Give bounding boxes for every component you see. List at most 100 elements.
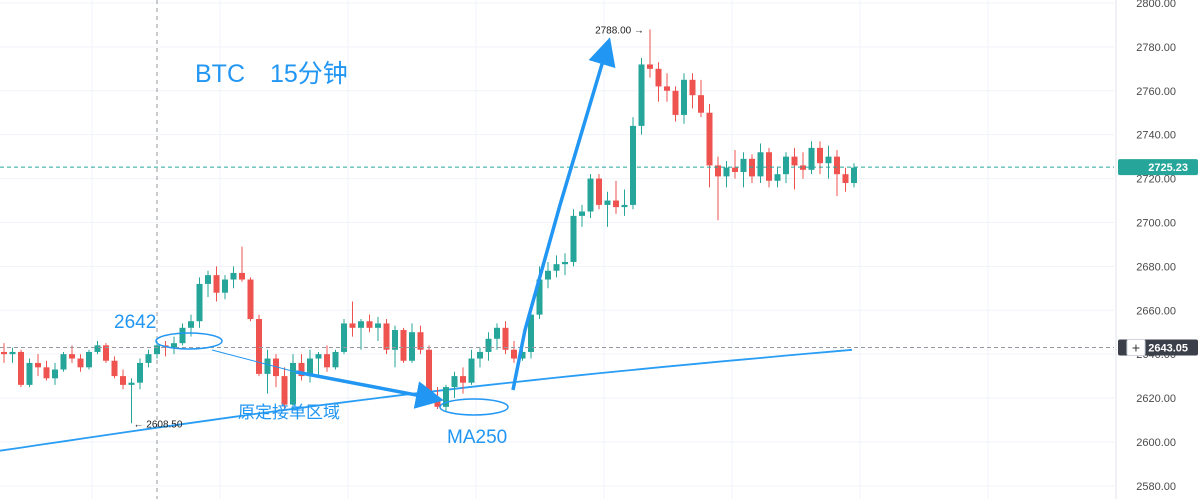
candle xyxy=(230,266,237,289)
candle-body xyxy=(596,178,602,205)
candle-body xyxy=(264,358,271,374)
candle xyxy=(808,141,815,175)
candle-body xyxy=(732,167,738,172)
candle xyxy=(443,384,449,412)
y-tick-label: 2600.00 xyxy=(1136,437,1176,449)
candle-body xyxy=(604,200,611,205)
candle xyxy=(749,154,755,183)
candle xyxy=(774,167,781,188)
y-tick-label: 2680.00 xyxy=(1136,261,1176,273)
candle-body xyxy=(111,360,118,377)
candle-body xyxy=(494,327,500,339)
candle xyxy=(52,362,58,385)
candle xyxy=(315,351,322,377)
candle-body xyxy=(60,354,67,370)
candle xyxy=(494,323,500,350)
candle-body xyxy=(808,147,815,170)
arrow-up-breakout xyxy=(511,37,616,391)
candle xyxy=(222,275,228,300)
candle-body xyxy=(655,68,662,87)
candle xyxy=(647,29,653,78)
thin-connector-line xyxy=(211,349,297,373)
candle xyxy=(468,349,475,385)
candle xyxy=(281,367,288,410)
candle xyxy=(213,266,220,302)
candle-body xyxy=(86,351,92,368)
candle-body xyxy=(222,279,228,293)
candle-body xyxy=(451,376,458,388)
candle xyxy=(528,308,534,359)
candle-body xyxy=(290,362,296,405)
candle xyxy=(553,255,560,278)
candle xyxy=(179,323,186,346)
candle xyxy=(290,354,296,410)
price-axis[interactable]: 2580.002600.002620.002640.002660.002680.… xyxy=(1118,0,1198,493)
candle-body xyxy=(375,323,381,328)
candle-body xyxy=(545,270,551,280)
candle-body xyxy=(774,174,781,181)
candle-body xyxy=(154,345,160,355)
candle-body xyxy=(536,279,543,315)
candle xyxy=(111,356,118,379)
candle xyxy=(451,371,458,399)
candle-body xyxy=(256,319,262,374)
candle-body xyxy=(664,86,670,91)
candle xyxy=(791,147,798,190)
candle-body xyxy=(562,261,568,265)
candle xyxy=(9,347,16,363)
candle-body xyxy=(77,358,84,368)
candle-body xyxy=(128,382,135,385)
candle-body xyxy=(638,64,645,126)
candle-body xyxy=(324,354,330,368)
candle xyxy=(681,73,687,124)
candle-body xyxy=(145,354,152,363)
candle xyxy=(1,343,7,363)
candle-body xyxy=(1,351,7,355)
candle xyxy=(502,321,509,355)
candle-body xyxy=(43,367,50,379)
candle xyxy=(485,332,492,361)
candle-body xyxy=(341,323,347,352)
candle xyxy=(672,86,679,122)
candle-body xyxy=(400,330,407,361)
candle xyxy=(834,150,840,197)
candle-body xyxy=(171,343,177,348)
candle xyxy=(409,323,415,363)
candle-body xyxy=(443,387,449,407)
candle-body xyxy=(298,362,305,377)
candle xyxy=(613,180,619,214)
candle-body xyxy=(18,351,24,385)
candle xyxy=(596,174,602,210)
candle-body xyxy=(307,358,313,377)
candle xyxy=(196,277,203,328)
candle-body xyxy=(213,275,220,293)
candle xyxy=(120,369,126,390)
candle-body xyxy=(468,358,475,383)
candle-body xyxy=(349,323,356,328)
candle-body xyxy=(842,174,849,183)
candle-body xyxy=(817,147,823,164)
candle-body xyxy=(723,167,730,177)
candle-body xyxy=(392,330,398,350)
candle xyxy=(392,325,398,368)
candle xyxy=(638,57,645,135)
candle xyxy=(740,152,747,188)
price-badge-label: 2725.23 xyxy=(1148,162,1188,174)
candle xyxy=(842,167,849,192)
candle-body xyxy=(766,152,772,181)
y-tick-label: 2740.00 xyxy=(1136,130,1176,142)
candle-body xyxy=(570,215,577,262)
high-price-label: 2788.00 → xyxy=(595,25,644,36)
candle-body xyxy=(230,272,237,280)
candle-body xyxy=(681,79,687,115)
candle-body xyxy=(740,158,747,172)
y-tick-label: 2780.00 xyxy=(1136,42,1176,54)
candle xyxy=(706,103,713,188)
candle-body xyxy=(120,376,126,385)
candle xyxy=(60,351,67,372)
add-alert-button[interactable] xyxy=(1126,338,1146,356)
y-tick-label: 2660.00 xyxy=(1136,305,1176,317)
price-badge[interactable] xyxy=(1118,159,1198,176)
